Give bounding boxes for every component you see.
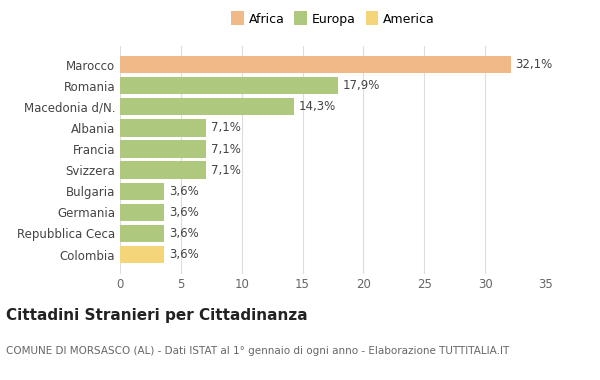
Text: 17,9%: 17,9% — [343, 79, 380, 92]
Bar — [120, 204, 164, 221]
Text: Cittadini Stranieri per Cittadinanza: Cittadini Stranieri per Cittadinanza — [6, 308, 308, 323]
Bar — [120, 77, 338, 94]
Text: 3,6%: 3,6% — [169, 227, 199, 240]
Text: 32,1%: 32,1% — [515, 58, 553, 71]
Bar — [120, 225, 164, 242]
Text: COMUNE DI MORSASCO (AL) - Dati ISTAT al 1° gennaio di ogni anno - Elaborazione T: COMUNE DI MORSASCO (AL) - Dati ISTAT al … — [6, 346, 509, 356]
Legend: Africa, Europa, America: Africa, Europa, America — [229, 11, 437, 29]
Bar — [120, 119, 206, 136]
Bar — [120, 183, 164, 200]
Text: 3,6%: 3,6% — [169, 185, 199, 198]
Text: 7,1%: 7,1% — [211, 142, 241, 155]
Bar — [120, 140, 206, 158]
Bar — [120, 98, 294, 116]
Text: 14,3%: 14,3% — [299, 100, 336, 113]
Bar — [120, 246, 164, 263]
Text: 3,6%: 3,6% — [169, 206, 199, 219]
Bar — [120, 56, 511, 73]
Text: 7,1%: 7,1% — [211, 164, 241, 177]
Text: 3,6%: 3,6% — [169, 248, 199, 261]
Bar — [120, 162, 206, 179]
Text: 7,1%: 7,1% — [211, 122, 241, 135]
